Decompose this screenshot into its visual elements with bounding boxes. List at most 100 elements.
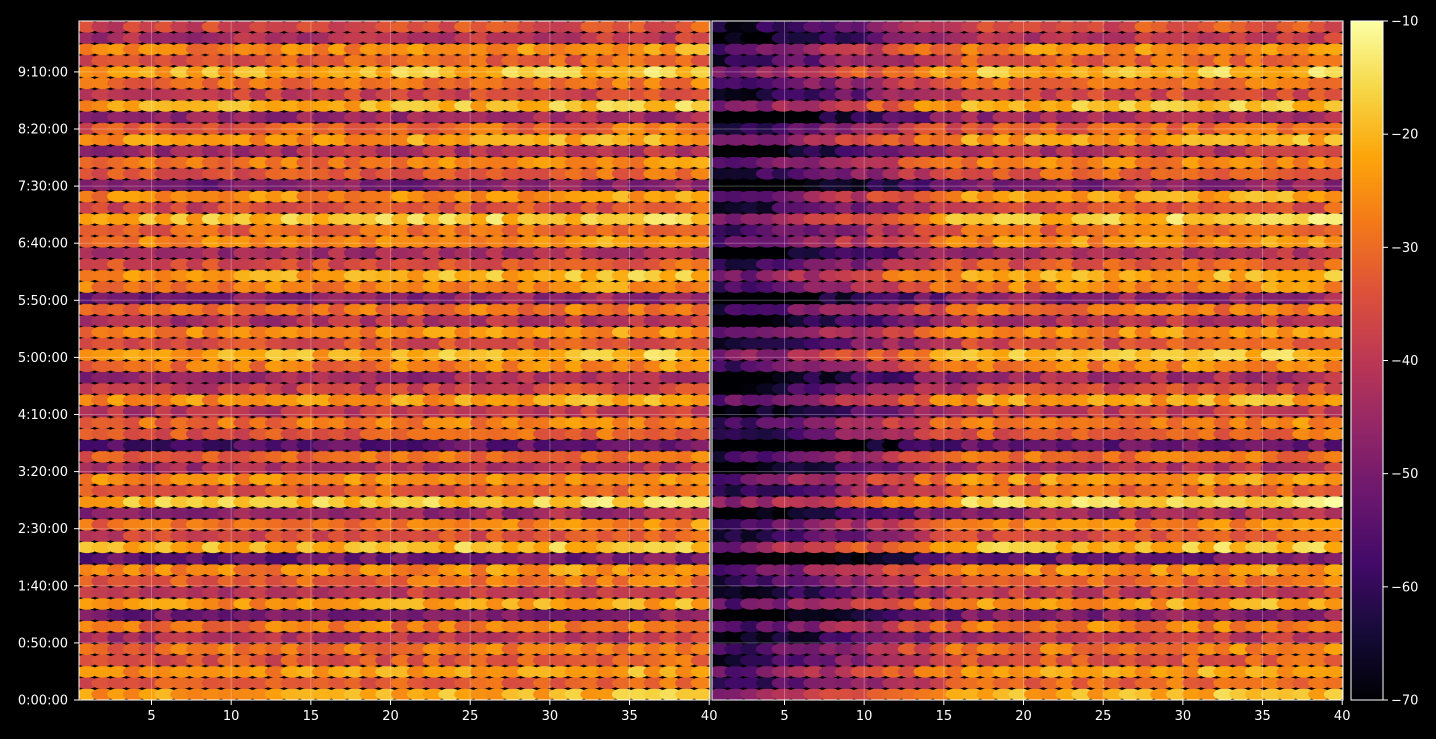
heatmap-cell: [787, 247, 811, 259]
heatmap-cell: [724, 213, 748, 225]
heatmap-cell: [960, 609, 984, 622]
heatmap-cell: [929, 303, 953, 316]
heatmap-cell: [296, 77, 320, 90]
heatmap-cell: [533, 586, 556, 599]
heatmap-cell: [564, 462, 588, 474]
heatmap-cell: [422, 348, 446, 361]
heatmap-cell: [107, 394, 130, 406]
heatmap-cell: [1102, 439, 1126, 452]
heatmap-cell: [170, 77, 193, 90]
heatmap-cell: [897, 518, 921, 531]
heatmap-cell: [611, 66, 635, 78]
heatmap-cell: [1118, 122, 1142, 135]
heatmap-cell: [122, 371, 146, 384]
heatmap-cell: [882, 201, 905, 214]
heatmap-cell: [1071, 360, 1095, 373]
heatmap-cell: [929, 167, 953, 180]
heatmap-cell: [755, 21, 779, 33]
heatmap-cell: [1024, 450, 1047, 463]
heatmap-cell: [580, 315, 604, 327]
heatmap-cell: [343, 620, 367, 633]
heatmap-cell: [107, 21, 130, 33]
heatmap-cell: [929, 688, 953, 700]
heatmap-cell: [596, 326, 619, 339]
heatmap-cell: [659, 303, 682, 316]
heatmap-cell: [201, 66, 225, 78]
heatmap-cell: [755, 405, 779, 418]
heatmap-cell: [945, 156, 968, 169]
heatmap-cell: [517, 552, 540, 565]
heatmap-cell: [122, 43, 146, 56]
heatmap-cell: [422, 292, 446, 305]
heatmap-cell: [1213, 269, 1237, 282]
heatmap-cell: [391, 597, 414, 610]
heatmap-cell: [882, 21, 905, 33]
heatmap-cell: [818, 620, 842, 633]
heatmap-cell: [580, 394, 604, 406]
heatmap-cell: [1229, 541, 1252, 554]
heatmap-cell: [1087, 496, 1110, 508]
heatmap-cell: [1260, 201, 1284, 214]
heatmap-cell: [375, 507, 398, 520]
heatmap-cell: [850, 88, 874, 101]
heatmap-cell: [185, 665, 209, 678]
heatmap-cell: [217, 597, 241, 610]
heatmap-cell: [564, 428, 588, 440]
heatmap-cell: [280, 394, 304, 406]
heatmap-cell: [1213, 620, 1237, 633]
heatmap-cell: [1150, 201, 1173, 214]
heatmap-cell: [154, 100, 178, 112]
heatmap-cell: [1150, 439, 1173, 452]
heatmap-cell: [170, 292, 193, 305]
heatmap-cell: [945, 337, 968, 350]
heatmap-cell: [422, 665, 446, 678]
heatmap-cell: [724, 473, 748, 486]
heatmap-cell: [501, 269, 525, 282]
heatmap-cell: [1213, 416, 1237, 429]
heatmap-cell: [1039, 473, 1063, 486]
heatmap-cell: [1181, 507, 1205, 520]
heatmap-cell: [1024, 292, 1047, 305]
heatmap-cell: [803, 575, 826, 588]
heatmap-cell: [1039, 609, 1063, 622]
heatmap-cell: [866, 281, 889, 293]
heatmap-cell: [517, 484, 540, 497]
heatmap-cell: [517, 235, 540, 248]
heatmap-cell: [1197, 552, 1221, 565]
heatmap-cell: [897, 450, 921, 463]
heatmap-cell: [596, 371, 619, 384]
heatmap-cell: [264, 552, 288, 565]
heatmap-cell: [850, 382, 874, 395]
heatmap-cell: [280, 145, 304, 158]
heatmap-cell: [343, 269, 367, 282]
heatmap-cell: [1292, 677, 1315, 689]
heatmap-cell: [771, 382, 795, 395]
heatmap-cell: [1024, 394, 1047, 406]
heatmap-cell: [976, 54, 1000, 67]
heatmap-cell: [1118, 179, 1142, 191]
heatmap-cell: [1118, 337, 1142, 350]
heatmap-cell: [280, 609, 304, 622]
heatmap-cell: [866, 360, 889, 373]
heatmap-cell: [548, 688, 572, 700]
heatmap-cell: [882, 133, 905, 146]
heatmap-cell: [992, 88, 1016, 101]
heatmap-cell: [611, 77, 635, 90]
heatmap-cell: [375, 575, 398, 588]
heatmap-cell: [627, 462, 651, 474]
heatmap-cell: [724, 688, 748, 700]
heatmap-cell: [580, 247, 604, 259]
heatmap-cell: [627, 394, 651, 406]
heatmap-cell: [1071, 258, 1095, 271]
heatmap-cell: [674, 224, 698, 237]
heatmap-cell: [1039, 66, 1063, 78]
heatmap-cell: [375, 552, 398, 565]
heatmap-cell: [771, 371, 795, 384]
heatmap-cell: [596, 247, 619, 259]
heatmap-cell: [1071, 677, 1095, 689]
heatmap-cell: [724, 258, 748, 271]
heatmap-cell: [740, 111, 763, 124]
heatmap-cell: [818, 394, 842, 406]
heatmap-cell: [1307, 575, 1331, 588]
heatmap-cell: [818, 122, 842, 135]
